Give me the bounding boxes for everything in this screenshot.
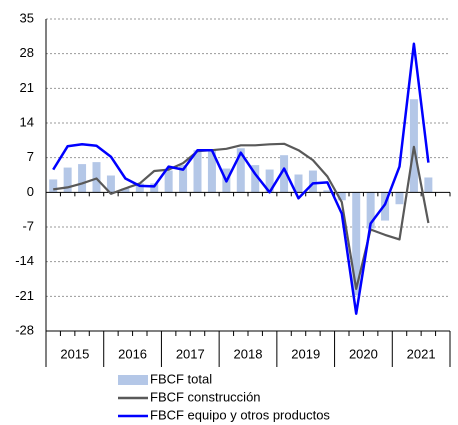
bar (92, 162, 101, 193)
x-tick-label: 2019 (291, 346, 320, 361)
bar (135, 183, 144, 193)
y-tick-label: 28 (20, 45, 34, 60)
x-tick-label: 2018 (234, 346, 263, 361)
bar (265, 169, 274, 193)
bar (308, 170, 317, 193)
y-tick-label: -14 (15, 253, 34, 268)
line-series (52, 42, 430, 315)
x-tick-label: 2020 (349, 346, 378, 361)
bar (106, 175, 115, 193)
bar (150, 183, 159, 193)
x-tick-label: 2017 (176, 346, 205, 361)
bar (236, 148, 245, 193)
bar (337, 192, 346, 201)
bar (179, 165, 188, 193)
y-tick-label: 0 (27, 184, 34, 199)
bar (207, 150, 216, 193)
legend-label: FBCF equipo y otros productos (150, 407, 330, 422)
bar (395, 192, 404, 205)
y-tick-label: -7 (22, 218, 34, 233)
bar (280, 155, 289, 193)
bar (366, 192, 375, 229)
y-tick-label: -28 (15, 322, 34, 337)
legend-swatch (118, 375, 148, 385)
legend-label: FBCF construcción (150, 389, 261, 404)
bar (251, 165, 260, 193)
bar (63, 167, 72, 193)
y-tick-label: 35 (20, 10, 34, 25)
bar (121, 188, 130, 193)
legend-label: FBCF total (150, 371, 212, 386)
x-tick-label: 2016 (118, 346, 147, 361)
x-tick-label: 2015 (60, 346, 89, 361)
bar (352, 192, 361, 296)
bar (193, 150, 202, 193)
bar (323, 190, 332, 193)
bar (424, 177, 433, 193)
bar (164, 170, 173, 193)
y-tick-label: -21 (15, 288, 34, 303)
bar (49, 179, 58, 193)
y-tick-label: 14 (20, 114, 34, 129)
y-tick-label: 7 (27, 149, 34, 164)
bar (294, 174, 303, 193)
x-tick-label: 2021 (407, 346, 436, 361)
bar (381, 192, 390, 221)
bar (78, 164, 87, 193)
y-tick-label: 21 (20, 80, 34, 95)
